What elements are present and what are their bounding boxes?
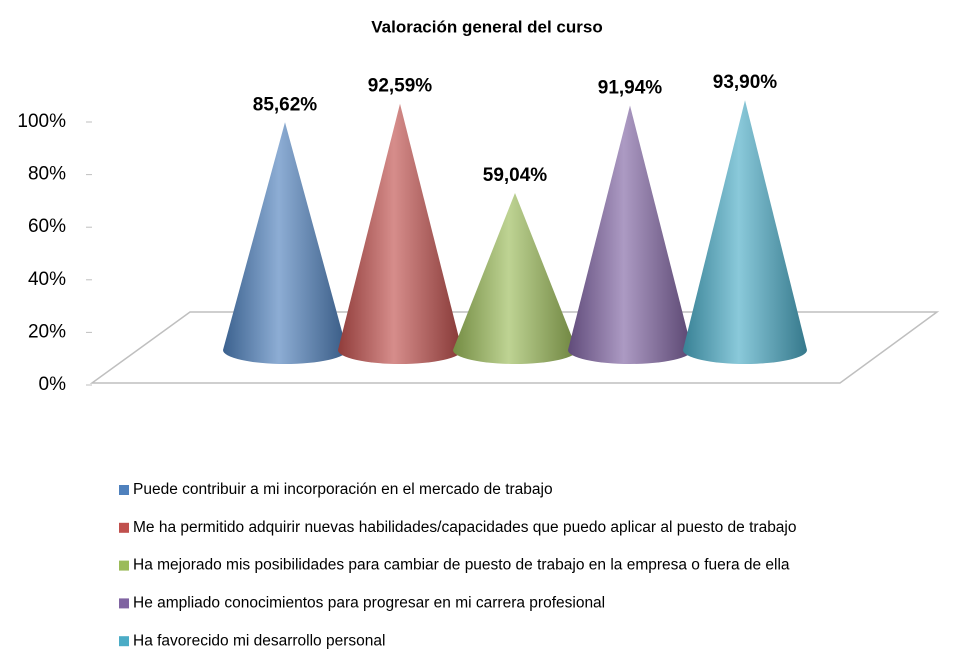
legend-label: Ha favorecido mi desarrollo personal [133,632,385,649]
y-tick-label: 80% [28,164,66,185]
cone [568,105,692,364]
value-label: 59,04% [483,165,548,186]
cone [683,100,807,364]
y-tick-label: 60% [28,216,66,237]
cone [338,103,462,364]
y-tick-label: 100% [17,111,66,132]
y-tick-label: 0% [39,374,67,395]
value-label: 85,62% [253,94,318,115]
legend-label: He ampliado conocimientos para progresar… [133,594,605,611]
legend-swatch [119,598,129,609]
value-label: 93,90% [713,72,778,93]
value-label: 92,59% [368,76,433,97]
cone [453,192,577,364]
y-tick-label: 40% [28,269,66,290]
chart-title: Valoración general del curso [371,17,602,36]
legend-label: Me ha permitido adquirir nuevas habilida… [133,519,797,536]
y-tick-label: 20% [28,321,66,342]
legend-label: Ha mejorado mis posibilidades para cambi… [133,557,790,574]
value-label: 91,94% [598,77,663,98]
legend-label: Puede contribuir a mi incorporación en e… [133,481,553,498]
legend-swatch [119,560,129,571]
legend-swatch [119,522,129,533]
legend-swatch [119,485,129,495]
legend-swatch [119,636,129,647]
cone [223,122,347,365]
